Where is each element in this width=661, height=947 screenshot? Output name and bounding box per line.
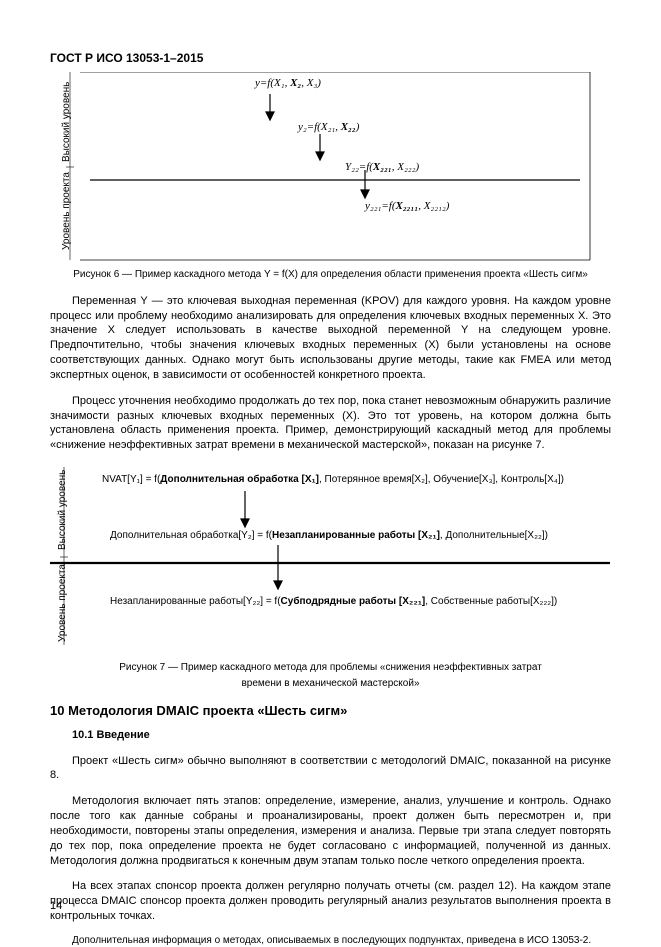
fig6-eq4: y₂₂₁=f(X₂₂₁₁, X₂₂₁₂): [365, 199, 449, 214]
section-10-title: 10 Методология DMAIC проекта «Шесть сигм…: [50, 702, 611, 720]
fig6-svg: [50, 72, 610, 262]
fig6-eq1: y=f(X₁, X₂, X₃): [255, 76, 321, 91]
page: ГОСТ Р ИСО 13053-1–2015 Высокий уровень …: [0, 0, 661, 936]
para-2: Процесс уточнения необходимо продолжать …: [50, 394, 611, 453]
para-1: Переменная Y — это ключевая выходная пер…: [50, 294, 611, 383]
figure-6: Высокий уровень Уровень проекта: [50, 72, 611, 262]
fig6-eq3: Y₂₂=f(X₂₂₁, X₂₂₂): [345, 160, 419, 175]
figure-7-caption-l2: времени в механической мастерской»: [50, 677, 611, 691]
fig7-line1: NVAT[Y₁] = f(Дополнительная обработка [X…: [102, 473, 564, 487]
figure-6-caption: Рисунок 6 — Пример каскадного метода Y =…: [50, 268, 611, 282]
fig6-eq2: y₂=f(X₂₁, X₂₂): [298, 120, 359, 135]
figure-7: Высокий уровень Уровень проекта NVAT[Y₁]…: [50, 467, 611, 657]
s10-p3: На всех этапах спонсор проекта должен ре…: [50, 879, 611, 924]
fig7-svg: [50, 467, 610, 657]
fig7-line2: Дополнительная обработка[Y₂] = f(Незапла…: [110, 529, 548, 543]
fig7-line3: Незапланированные работы[Y₂₂] = f(Субпод…: [110, 595, 557, 609]
section-10-1-title: 10.1 Введение: [50, 728, 611, 743]
page-number: 14: [50, 899, 62, 914]
figure-7-caption-l1: Рисунок 7 — Пример каскадного метода для…: [50, 661, 611, 675]
s10-p2: Методология включает пять этапов: опреде…: [50, 794, 611, 868]
s10-p1: Проект «Шесть сигм» обычно выполняют в с…: [50, 754, 611, 784]
doc-id: ГОСТ Р ИСО 13053-1–2015: [50, 50, 611, 66]
